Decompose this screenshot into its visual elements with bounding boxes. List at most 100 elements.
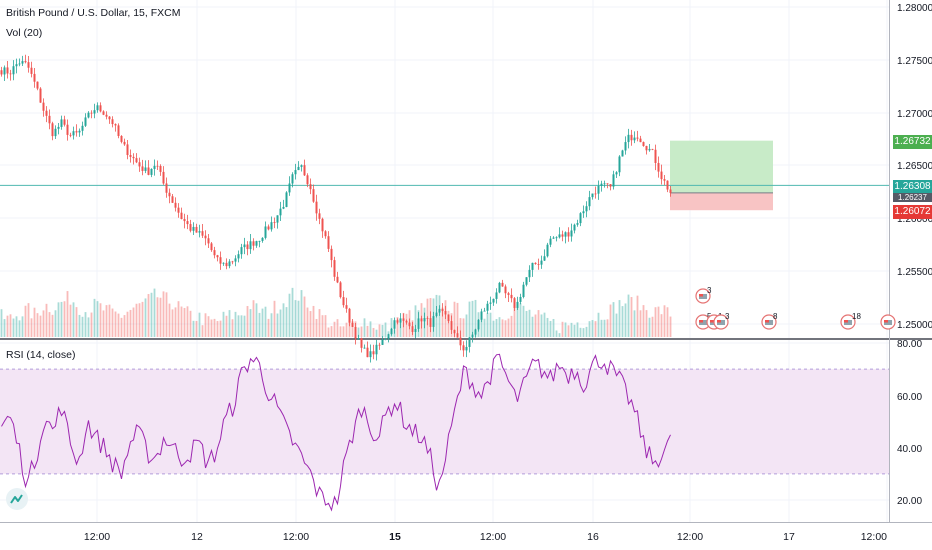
candle-body: [216, 255, 219, 258]
volume-bar: [318, 309, 321, 337]
volume-bar: [288, 293, 291, 337]
economic-events[interactable]: 3513818: [695, 286, 896, 330]
candle-body: [639, 138, 642, 143]
candle-body: [114, 124, 117, 126]
candle-body: [231, 261, 234, 263]
volume-bar: [570, 322, 573, 337]
candle-body: [609, 184, 612, 187]
volume-bar: [381, 324, 384, 337]
symbol-legend[interactable]: British Pound / U.S. Dollar, 15, FXCM: [6, 7, 181, 19]
candle-body: [348, 308, 351, 323]
volume-bar: [60, 301, 63, 337]
candle-body: [297, 166, 300, 171]
candle-body: [498, 282, 501, 293]
volume-bar: [540, 314, 543, 337]
candle-body: [432, 316, 435, 327]
candle-body: [168, 192, 171, 197]
volume-bar: [222, 311, 225, 337]
candle-body: [579, 213, 582, 224]
candle-body: [129, 155, 132, 157]
candle-body: [531, 262, 534, 270]
time-tick-label: 12:00: [677, 531, 703, 543]
candle-body: [657, 162, 660, 172]
volume-legend[interactable]: Vol (20): [6, 27, 43, 39]
candle-body: [93, 110, 96, 114]
volume-bar: [210, 319, 213, 337]
candle-body: [66, 124, 69, 135]
candle-body: [24, 61, 27, 63]
volume-bar: [516, 307, 519, 337]
volume-bar: [255, 303, 258, 337]
price-tick-label: 1.28000: [897, 3, 932, 14]
volume-bar: [279, 309, 282, 337]
volume-bar: [144, 298, 147, 337]
candle-body: [333, 260, 336, 277]
volume-bar: [336, 319, 339, 337]
volume-bar: [315, 318, 318, 337]
candle-body: [99, 105, 102, 112]
candle-body: [465, 346, 468, 351]
candle-body: [453, 329, 456, 334]
candle-body: [306, 175, 309, 185]
candle-body: [459, 337, 462, 346]
volume-bar: [549, 320, 552, 337]
volume-bar: [246, 306, 249, 337]
volume-bar: [390, 318, 393, 337]
candle-body: [84, 117, 87, 126]
candle-body: [147, 167, 150, 175]
candle-body: [195, 226, 198, 233]
volume-bar: [141, 301, 144, 337]
candle-body: [648, 148, 651, 151]
rsi-axis[interactable]: 80.00 60.00 40.00 20.00: [897, 339, 922, 507]
volume-bar: [18, 320, 21, 337]
volume-bar: [351, 320, 354, 337]
event-flag-icon: 3: [695, 286, 712, 304]
volume-bar: [252, 300, 255, 337]
volume-bar: [72, 302, 75, 337]
candle-body: [594, 193, 597, 195]
rsi-tick-label: 40.00: [897, 444, 922, 455]
price-tick-label: 1.26000: [897, 214, 932, 225]
candle-body: [360, 338, 363, 348]
candle-body: [105, 114, 108, 117]
candle-body: [132, 156, 135, 159]
volume-bar: [363, 318, 366, 337]
candle-body: [489, 302, 492, 304]
candle-body: [576, 223, 579, 225]
candle-body: [621, 150, 624, 157]
candle-body: [165, 183, 168, 193]
candle-body: [591, 193, 594, 198]
volume-bar: [309, 311, 312, 337]
candle-body: [198, 231, 201, 233]
stop-loss-price-tag: 1.26072: [893, 205, 932, 219]
long-position-tool[interactable]: [0, 140, 889, 211]
volume-bar: [666, 307, 669, 337]
time-axis[interactable]: 12:00 12 12:00 15 12:00 16 12:00 17 12:00: [84, 531, 887, 543]
price-axis[interactable]: 1.28000 1.27500 1.27000 1.26500 1.26000 1.255…: [897, 3, 932, 331]
candle-body: [141, 166, 144, 171]
candle-body: [225, 262, 228, 267]
volume-bar: [216, 321, 219, 337]
volume-bar: [447, 310, 450, 337]
candle-body: [444, 311, 447, 315]
candle-body: [561, 234, 564, 237]
candle-body: [201, 231, 204, 236]
candle-body: [597, 185, 600, 194]
candle-body: [462, 345, 465, 351]
volume-bar: [627, 294, 630, 337]
candle-body: [159, 165, 162, 172]
volume-bar: [243, 315, 246, 337]
candle-body: [606, 183, 609, 185]
volume-bar: [297, 300, 300, 337]
tradingview-logo-icon[interactable]: [6, 488, 28, 510]
candle-body: [321, 218, 324, 232]
event-count: 8: [773, 312, 778, 321]
candle-body: [51, 123, 54, 137]
volume-bar: [120, 317, 123, 337]
rsi-legend[interactable]: RSI (14, close): [6, 349, 76, 361]
volume-bar: [51, 314, 54, 337]
candle-body: [234, 258, 237, 262]
candle-body: [327, 236, 330, 249]
candle-body: [375, 344, 378, 355]
